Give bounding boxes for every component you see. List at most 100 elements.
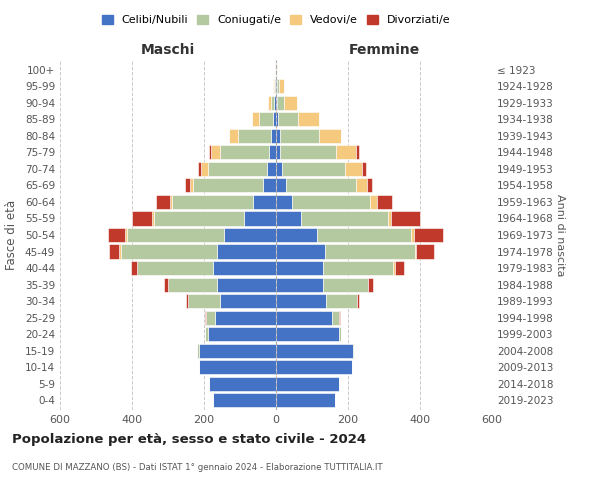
- Bar: [206, 310, 215, 324]
- Legend: Celibi/Nubili, Coniugati/e, Vedovi/e, Divorziati/e: Celibi/Nubili, Coniugati/e, Vedovi/e, Di…: [97, 10, 455, 30]
- Bar: [273, 112, 276, 126]
- Bar: [280, 129, 319, 143]
- Bar: [199, 360, 276, 374]
- Bar: [276, 360, 352, 374]
- Bar: [244, 212, 276, 226]
- Bar: [323, 278, 368, 291]
- Bar: [213, 261, 276, 275]
- Bar: [205, 310, 206, 324]
- Bar: [275, 80, 276, 94]
- Bar: [276, 80, 277, 94]
- Bar: [276, 195, 292, 209]
- Text: Maschi: Maschi: [141, 42, 195, 56]
- Bar: [292, 195, 370, 209]
- Bar: [211, 146, 220, 160]
- Bar: [339, 310, 340, 324]
- Bar: [208, 162, 267, 176]
- Bar: [326, 294, 357, 308]
- Bar: [274, 80, 275, 94]
- Bar: [137, 261, 213, 275]
- Bar: [415, 244, 416, 258]
- Bar: [276, 112, 278, 126]
- Bar: [217, 278, 276, 291]
- Bar: [263, 178, 276, 192]
- Text: Popolazione per età, sesso e stato civile - 2024: Popolazione per età, sesso e stato civil…: [12, 432, 366, 446]
- Bar: [220, 294, 276, 308]
- Bar: [229, 129, 238, 143]
- Bar: [319, 129, 341, 143]
- Bar: [201, 162, 208, 176]
- Bar: [217, 244, 276, 258]
- Bar: [172, 195, 253, 209]
- Bar: [276, 228, 317, 242]
- Bar: [367, 178, 373, 192]
- Bar: [391, 212, 420, 226]
- Bar: [271, 129, 276, 143]
- Bar: [362, 162, 366, 176]
- Bar: [276, 244, 325, 258]
- Bar: [170, 195, 172, 209]
- Bar: [251, 112, 259, 126]
- Bar: [253, 195, 276, 209]
- Bar: [109, 244, 119, 258]
- Bar: [283, 162, 346, 176]
- Bar: [132, 212, 152, 226]
- Bar: [377, 195, 392, 209]
- Bar: [276, 178, 286, 192]
- Bar: [197, 162, 201, 176]
- Bar: [197, 344, 199, 357]
- Bar: [416, 244, 434, 258]
- Bar: [199, 344, 276, 357]
- Bar: [190, 178, 193, 192]
- Bar: [127, 228, 224, 242]
- Bar: [317, 228, 411, 242]
- Bar: [370, 195, 377, 209]
- Bar: [186, 294, 188, 308]
- Bar: [259, 112, 273, 126]
- Bar: [395, 261, 404, 275]
- Bar: [276, 96, 277, 110]
- Bar: [339, 327, 341, 341]
- Bar: [411, 228, 414, 242]
- Bar: [346, 162, 362, 176]
- Bar: [278, 112, 298, 126]
- Bar: [278, 80, 284, 94]
- Text: Femmine: Femmine: [349, 42, 419, 56]
- Bar: [271, 96, 274, 110]
- Bar: [388, 212, 391, 226]
- Bar: [301, 212, 388, 226]
- Bar: [356, 146, 359, 160]
- Bar: [274, 96, 276, 110]
- Bar: [119, 244, 121, 258]
- Bar: [267, 162, 276, 176]
- Bar: [164, 278, 168, 291]
- Bar: [276, 129, 280, 143]
- Y-axis label: Anni di nascita: Anni di nascita: [555, 194, 565, 276]
- Bar: [269, 146, 276, 160]
- Bar: [276, 344, 353, 357]
- Bar: [276, 310, 332, 324]
- Bar: [125, 228, 127, 242]
- Bar: [121, 244, 217, 258]
- Bar: [168, 278, 217, 291]
- Bar: [156, 195, 170, 209]
- Bar: [357, 294, 359, 308]
- Bar: [152, 212, 154, 226]
- Bar: [286, 178, 356, 192]
- Bar: [276, 393, 335, 407]
- Bar: [276, 278, 323, 291]
- Bar: [280, 146, 336, 160]
- Bar: [276, 212, 301, 226]
- Bar: [275, 63, 276, 77]
- Bar: [213, 393, 276, 407]
- Bar: [209, 376, 276, 390]
- Bar: [268, 96, 271, 110]
- Bar: [276, 327, 339, 341]
- Bar: [368, 278, 373, 291]
- Bar: [208, 327, 276, 341]
- Bar: [323, 261, 393, 275]
- Bar: [276, 146, 280, 160]
- Bar: [209, 146, 211, 160]
- Bar: [188, 294, 220, 308]
- Bar: [185, 178, 190, 192]
